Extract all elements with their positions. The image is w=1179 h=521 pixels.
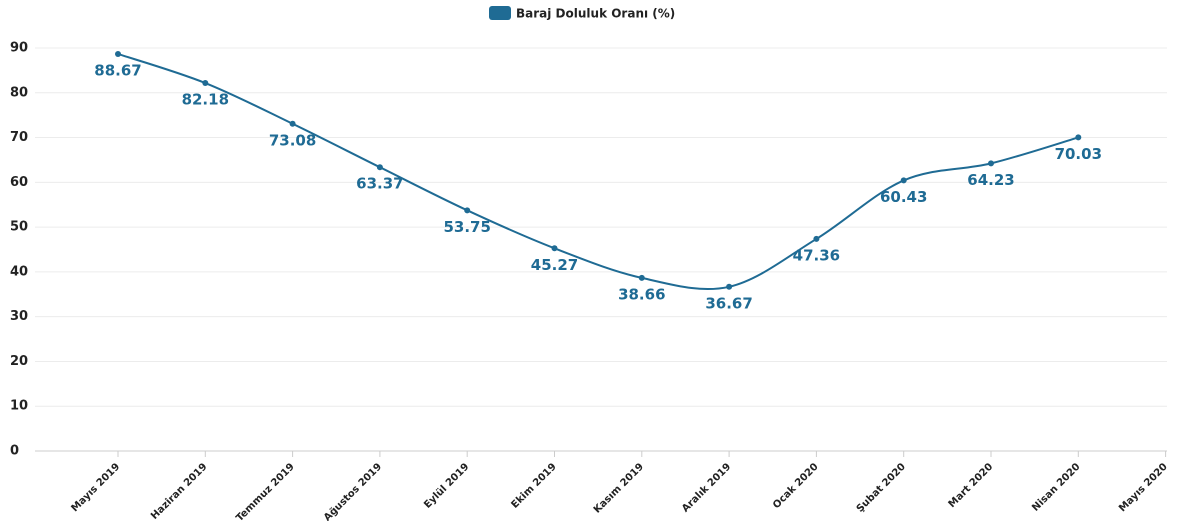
x-tick-label: Ekim 2019 bbox=[509, 461, 558, 510]
point bbox=[900, 177, 907, 184]
y-tick-label: 60 bbox=[10, 175, 28, 190]
y-tick-label: 90 bbox=[10, 41, 28, 56]
point bbox=[551, 245, 558, 252]
x-tick-label: Mayıs 2020 bbox=[1117, 461, 1170, 514]
value-label: 53.75 bbox=[443, 218, 490, 236]
x-tick-label: Ocak 2020 bbox=[771, 461, 821, 511]
x-tick-label: Kasım 2019 bbox=[592, 461, 646, 515]
point bbox=[464, 207, 471, 214]
x-tick-label: Temmuz 2019 bbox=[234, 461, 297, 521]
point bbox=[1075, 134, 1082, 141]
point bbox=[376, 164, 383, 171]
value-label: 70.03 bbox=[1055, 145, 1102, 163]
x-tick-label: Aralık 2019 bbox=[680, 461, 733, 514]
x-tick-label: Mayıs 2019 bbox=[69, 461, 122, 514]
point bbox=[289, 120, 296, 127]
legend: Baraj Doluluk Oranı (%) bbox=[489, 6, 675, 21]
value-label: 60.43 bbox=[880, 188, 927, 206]
value-label: 82.18 bbox=[182, 91, 229, 109]
y-tick-label: 50 bbox=[10, 220, 28, 235]
point bbox=[115, 50, 121, 57]
legend-swatch bbox=[489, 6, 511, 20]
point bbox=[202, 80, 209, 87]
x-tick-label: Nisan 2020 bbox=[1030, 461, 1082, 513]
x-tick-label: Haziran 2019 bbox=[149, 461, 209, 521]
value-label: 64.23 bbox=[967, 171, 1014, 189]
y-tick-label: 80 bbox=[10, 85, 28, 100]
y-tick-label: 0 bbox=[10, 444, 19, 459]
value-label: 36.67 bbox=[705, 294, 752, 312]
x-tick-label: Eylül 2019 bbox=[422, 461, 471, 510]
value-label: 47.36 bbox=[793, 246, 840, 264]
x-tick-label: Mart 2020 bbox=[947, 461, 996, 510]
point bbox=[813, 235, 820, 242]
point bbox=[988, 160, 994, 167]
y-tick-label: 10 bbox=[10, 399, 28, 414]
value-label: 88.67 bbox=[94, 61, 141, 79]
point bbox=[726, 283, 733, 290]
value-label: 63.37 bbox=[356, 175, 403, 193]
y-tick-label: 40 bbox=[10, 264, 28, 279]
x-tick-label: Ağustos 2019 bbox=[321, 461, 384, 521]
legend-label: Baraj Doluluk Oranı (%) bbox=[516, 7, 675, 21]
x-tick-label: Şubat 2020 bbox=[855, 461, 908, 514]
y-tick-label: 20 bbox=[10, 354, 28, 369]
line-series bbox=[117, 53, 1079, 290]
y-tick-label: 30 bbox=[10, 309, 28, 324]
value-label: 73.08 bbox=[269, 131, 316, 149]
y-tick-label: 70 bbox=[10, 130, 28, 145]
value-label: 38.66 bbox=[618, 285, 665, 303]
value-label: 45.27 bbox=[531, 256, 578, 274]
point bbox=[638, 274, 645, 281]
